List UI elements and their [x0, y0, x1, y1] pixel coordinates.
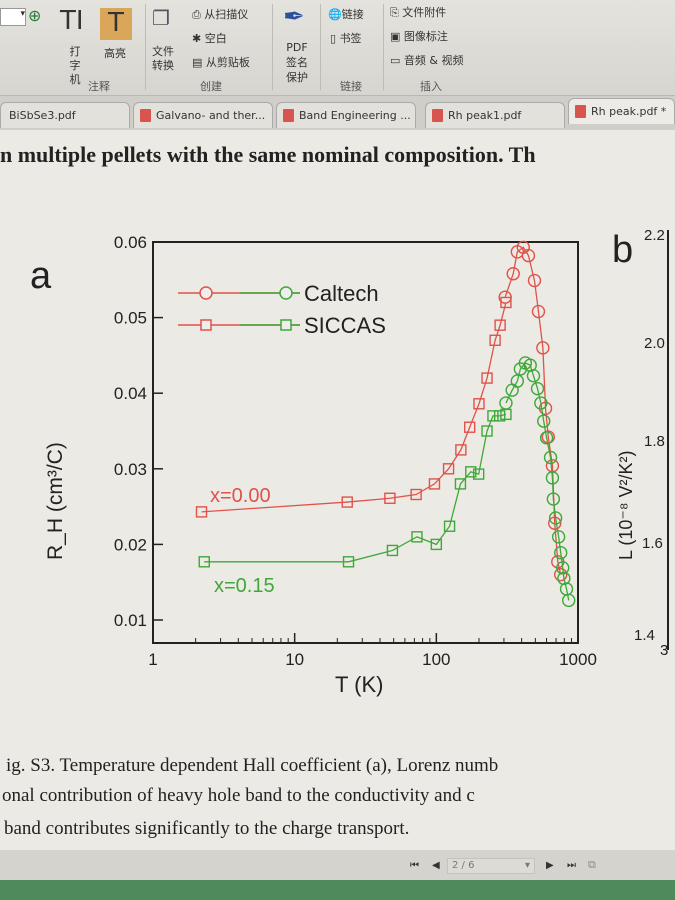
next-page-button[interactable]: ▶: [546, 860, 554, 871]
highlight-icon: T: [100, 8, 132, 40]
tab-galvano[interactable]: Galvano- and ther...: [133, 102, 273, 128]
tab-rh-peak[interactable]: Rh peak.pdf *: [568, 98, 675, 124]
pdf-page: n multiple pellets with the same nominal…: [0, 130, 675, 850]
caption-line: ig. S3. Temperature dependent Hall coeff…: [6, 755, 499, 776]
taskbar: [0, 880, 675, 900]
page-number-input[interactable]: 2 / 6 ▾: [447, 858, 535, 874]
create-group-label: 创建: [200, 80, 222, 93]
image-annotation-button[interactable]: ▣ 图像标注: [390, 30, 448, 43]
file-attachment-button[interactable]: ⎘ 文件附件: [390, 6, 447, 19]
caption-line: band contributes significantly to the ch…: [4, 818, 410, 839]
pen-sign-icon: ✒: [283, 2, 305, 32]
blank-button[interactable]: ✱ 空白: [192, 32, 227, 45]
typewriter-button[interactable]: 打字机: [69, 45, 81, 86]
pdf-icon: [140, 109, 151, 122]
first-page-button[interactable]: ⏮: [410, 860, 419, 871]
from-clipboard-button[interactable]: ▤ 从剪贴板: [192, 56, 250, 69]
link-button[interactable]: 🌐链接: [328, 8, 364, 21]
tab-rh-peak1[interactable]: Rh peak1.pdf: [425, 102, 565, 128]
tab-band-engineering[interactable]: Band Engineering ...: [276, 102, 416, 128]
zoom-dropdown[interactable]: ▾: [0, 8, 26, 26]
from-scanner-button[interactable]: ⎙ 从扫描仪: [192, 8, 249, 21]
pdf-icon: [575, 105, 586, 118]
annotate-group-label: 注释: [88, 80, 110, 93]
highlight-button[interactable]: 高亮: [104, 47, 126, 60]
bookmark-button[interactable]: ▯ 书签: [330, 32, 362, 45]
file-convert-icon: ❐: [152, 6, 170, 30]
last-page-button[interactable]: ⏭: [567, 860, 576, 871]
view-mode-icon[interactable]: ⧉: [588, 858, 596, 871]
tab-bisbse3[interactable]: BiSbSe3.pdf: [0, 102, 130, 128]
document-tabs: BiSbSe3.pdf Galvano- and ther... Band En…: [0, 96, 675, 130]
link-group-label: 链接: [340, 80, 362, 93]
prev-page-button[interactable]: ◀: [432, 860, 440, 871]
ribbon-toolbar: ▾ ⊕ TI 打字机 T 高亮 注释 ❐ 文件转换 ⎙ 从扫描仪 ✱ 空白 ▤ …: [0, 0, 675, 96]
page-navigation: ⏮ ◀ 2 / 6 ▾ ▶ ⏭ ⧉: [0, 850, 675, 882]
file-convert-button[interactable]: 文件转换: [152, 45, 174, 72]
pdf-icon: [283, 109, 294, 122]
insert-group-label: 插入: [420, 80, 442, 93]
pdf-icon: [432, 109, 443, 122]
audio-video-button[interactable]: ▭ 音频 & 视频: [390, 54, 464, 67]
typewriter-icon: TI: [60, 6, 84, 36]
caption-line: onal contribution of heavy hole band to …: [2, 785, 475, 806]
zoom-in-icon[interactable]: ⊕: [28, 6, 42, 25]
body-text-line: n multiple pellets with the same nominal…: [0, 142, 536, 167]
pdf-sign-button[interactable]: PDF签名保护: [286, 41, 308, 84]
